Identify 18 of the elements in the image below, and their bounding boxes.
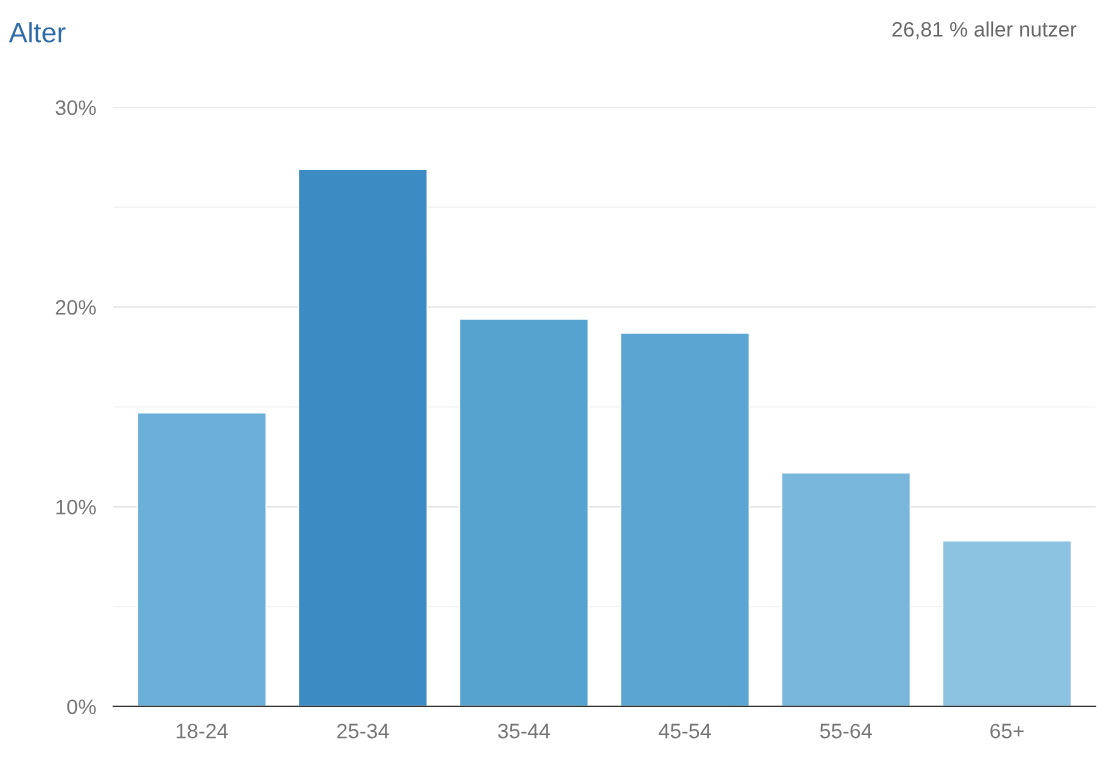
bar xyxy=(941,539,1073,707)
x-tick-label: 35-44 xyxy=(498,723,550,739)
bar xyxy=(619,332,751,707)
x-tick-label: 18-24 xyxy=(176,723,228,739)
bar xyxy=(458,318,589,707)
x-tick-label: 55-64 xyxy=(820,723,872,739)
text: 26,81 % aller nutzer xyxy=(892,21,1077,40)
y-tick-label: 30% xyxy=(55,100,96,116)
x-tick-label: 45-54 xyxy=(658,723,711,739)
y-tick-label: 0% xyxy=(67,699,96,715)
x-tick-label: 25-34 xyxy=(337,723,389,739)
bar xyxy=(297,168,428,707)
x-tick-label: 65+ xyxy=(990,723,1024,739)
bar xyxy=(780,472,912,707)
chart-title: Alter xyxy=(8,22,66,43)
bar xyxy=(136,412,267,707)
y-tick-label: 10% xyxy=(56,499,96,515)
y-tick-label: 20% xyxy=(55,300,96,315)
